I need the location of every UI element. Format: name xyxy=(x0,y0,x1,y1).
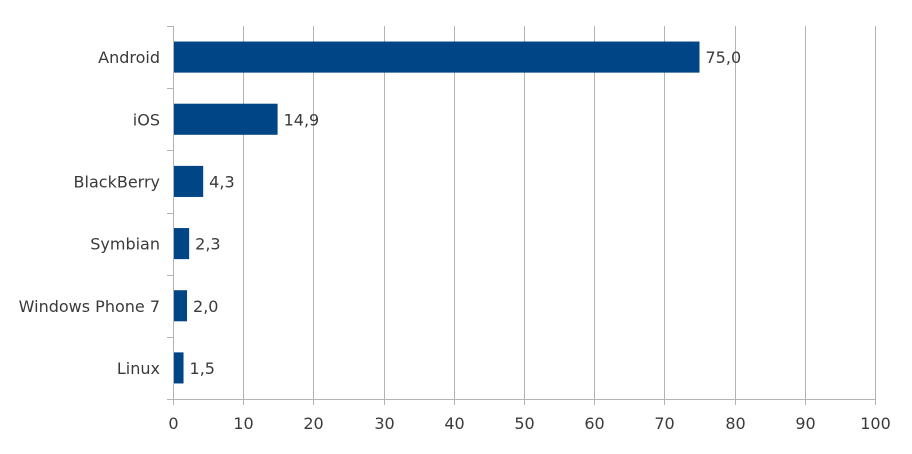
value-label-ios: 14,9 xyxy=(284,110,320,129)
x-tick-label-70: 70 xyxy=(654,414,674,433)
category-label-linux: Linux xyxy=(117,359,160,378)
x-tick-label-0: 0 xyxy=(168,414,178,433)
value-label-linux: 1,5 xyxy=(190,359,215,378)
bar-blackberry xyxy=(174,165,204,197)
x-tick-label-20: 20 xyxy=(303,414,323,433)
category-label-blackberry: BlackBerry xyxy=(74,172,160,191)
bar-linux xyxy=(174,352,184,384)
bar-symbian xyxy=(174,228,190,260)
value-label-symbian: 2,3 xyxy=(195,235,220,254)
category-label-windows-phone-7: Windows Phone 7 xyxy=(19,297,160,316)
category-label-symbian: Symbian xyxy=(90,235,160,254)
category-label-ios: iOS xyxy=(133,110,160,129)
x-tick-label-30: 30 xyxy=(374,414,394,433)
x-tick-label-10: 10 xyxy=(233,414,253,433)
value-label-windows-phone-7: 2,0 xyxy=(193,297,218,316)
category-label-android: Android xyxy=(98,48,160,67)
x-tick-label-90: 90 xyxy=(795,414,815,433)
bar-windows-phone-7 xyxy=(174,290,188,322)
axes xyxy=(167,26,876,405)
grid-lines xyxy=(243,26,876,399)
x-tick-label-100: 100 xyxy=(860,414,891,433)
x-tick-label-40: 40 xyxy=(444,414,464,433)
value-label-android: 75,0 xyxy=(706,48,742,67)
x-tick-label-60: 60 xyxy=(584,414,604,433)
bars xyxy=(174,41,700,384)
value-label-blackberry: 4,3 xyxy=(209,172,234,191)
bar-android xyxy=(174,41,700,73)
x-tick-label-50: 50 xyxy=(514,414,534,433)
labels: 0 10 20 30 40 50 60 70 80 90 100 Android 75,0 iOS 14,9… xyxy=(19,48,891,433)
x-tick-label-80: 80 xyxy=(725,414,745,433)
bar-ios xyxy=(174,103,278,135)
